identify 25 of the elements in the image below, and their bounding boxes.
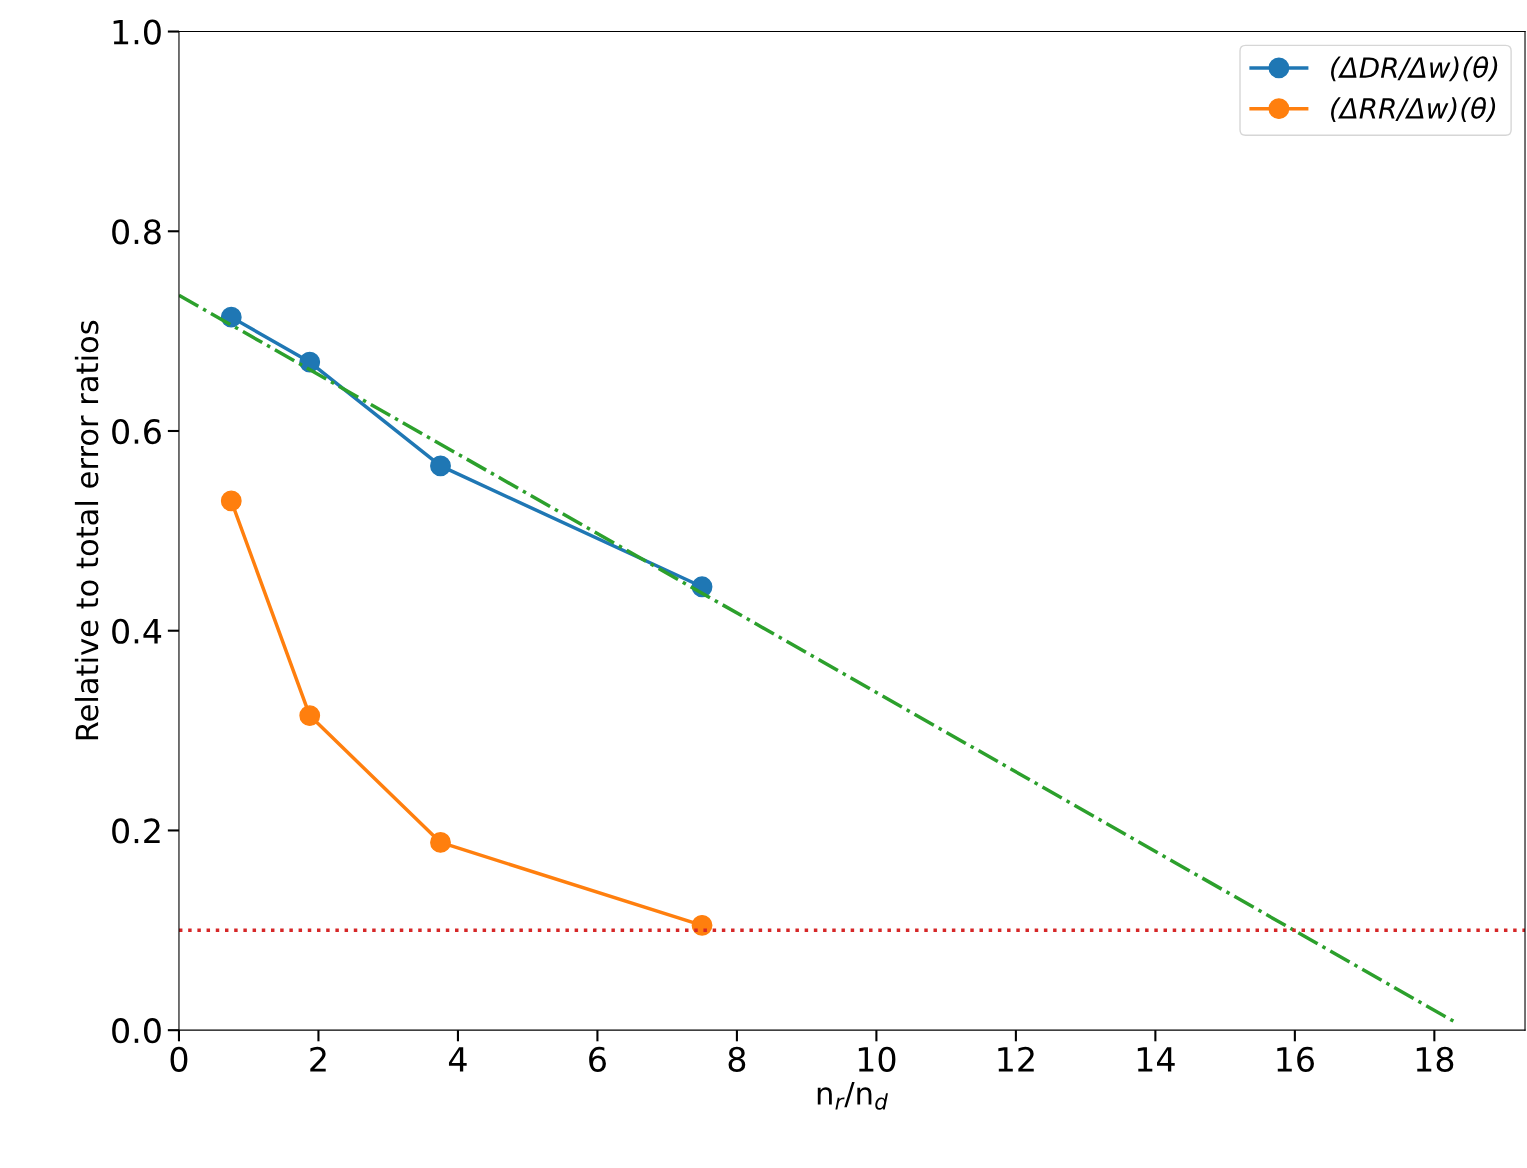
x-tick-label: 6 [589, 1046, 606, 1072]
x-tick-label: 12 [998, 1046, 1034, 1072]
y-tick-label: 0.6 [112, 418, 161, 445]
x-tick-label: 4 [448, 1047, 467, 1072]
x-tick-label: 10 [858, 1046, 896, 1072]
y-axis-title: Relative to total error ratios [74, 320, 99, 740]
x-tick-label: 2 [310, 1046, 326, 1072]
y-tick-label: 1.0 [113, 19, 161, 45]
point [691, 914, 713, 936]
x-tick-label: 0 [170, 1046, 188, 1072]
x-axis-title: n$_{r}$/n$_{d}$ [817, 1082, 888, 1110]
point [299, 705, 321, 727]
x-tick-label: 16 [1277, 1046, 1314, 1072]
point [220, 490, 242, 512]
point [430, 455, 451, 477]
legend-label: (ΔDR/Δw)(θ) [1331, 56, 1498, 82]
x-tick-label: 18 [1416, 1046, 1454, 1072]
x-tick-label: 14 [1137, 1047, 1175, 1072]
y-tick-label: 0.0 [112, 1018, 161, 1044]
y-tick-label: 0.8 [112, 219, 161, 245]
legend-label: (ΔRR/Δw)(θ) [1331, 97, 1496, 123]
y-tick-label: 0.2 [112, 818, 160, 844]
x-tick-label: 8 [728, 1046, 746, 1072]
y-tick-label: 0.4 [112, 618, 162, 644]
point [430, 832, 451, 853]
